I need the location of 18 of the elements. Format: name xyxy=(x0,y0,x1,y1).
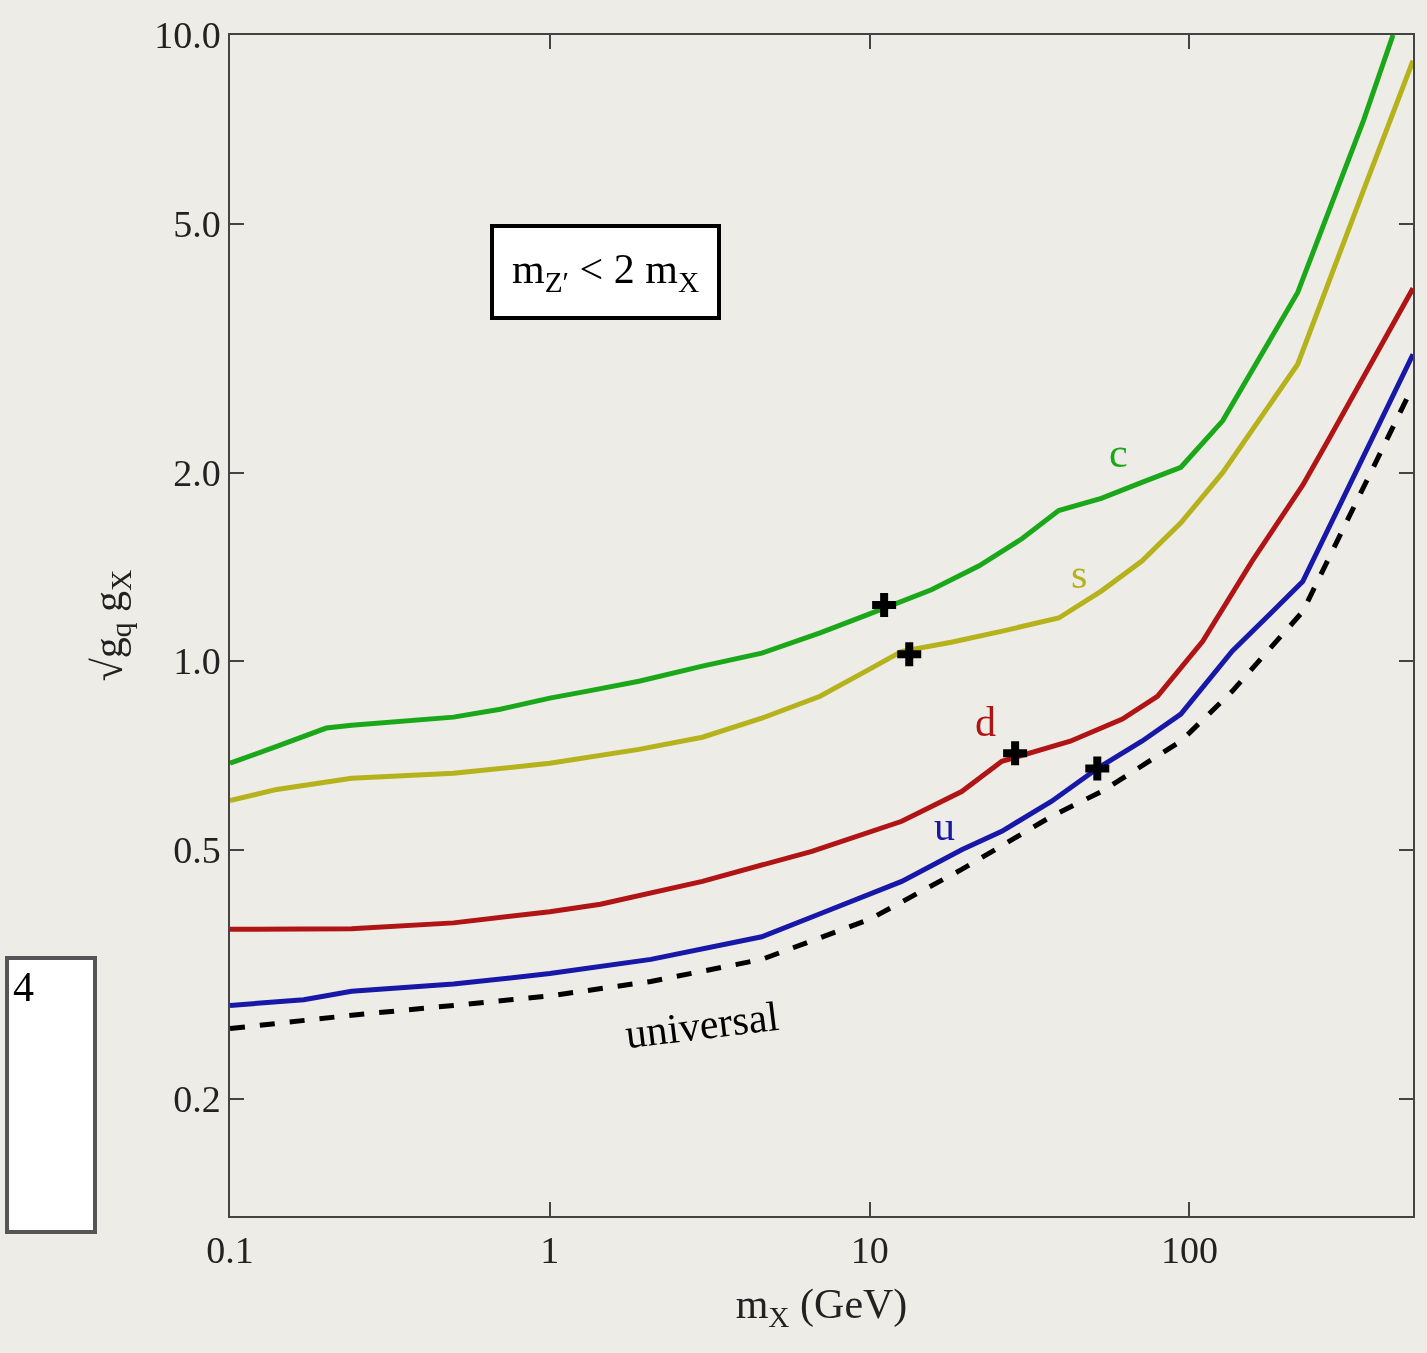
x-axis-title: m$_{X}$ (GeV) xyxy=(735,1280,908,1333)
y-tick-label: 1.0 xyxy=(173,640,221,683)
series-label: c xyxy=(1109,430,1128,476)
series-label: u xyxy=(934,803,955,849)
text: universal xyxy=(622,992,782,1058)
x-tick-label: 1 xyxy=(540,1229,560,1272)
y-tick-label: 0.2 xyxy=(173,1078,221,1121)
text: 4 xyxy=(13,964,34,1010)
x-tick-label: 0.1 xyxy=(206,1229,254,1272)
y-tick-label: 0.5 xyxy=(173,828,221,871)
series-label: s xyxy=(1071,551,1088,597)
annotation: m$_{Z′}$ < 2 m$_{X}$ xyxy=(512,246,700,298)
x-tick-label: 10 xyxy=(850,1229,889,1272)
x-tick-label: 100 xyxy=(1160,1229,1218,1272)
y-tick-label: 5.0 xyxy=(173,202,221,245)
series-label: d xyxy=(975,699,996,745)
y-tick-label: 2.0 xyxy=(173,451,221,494)
y-tick-label: 10.0 xyxy=(154,14,221,57)
